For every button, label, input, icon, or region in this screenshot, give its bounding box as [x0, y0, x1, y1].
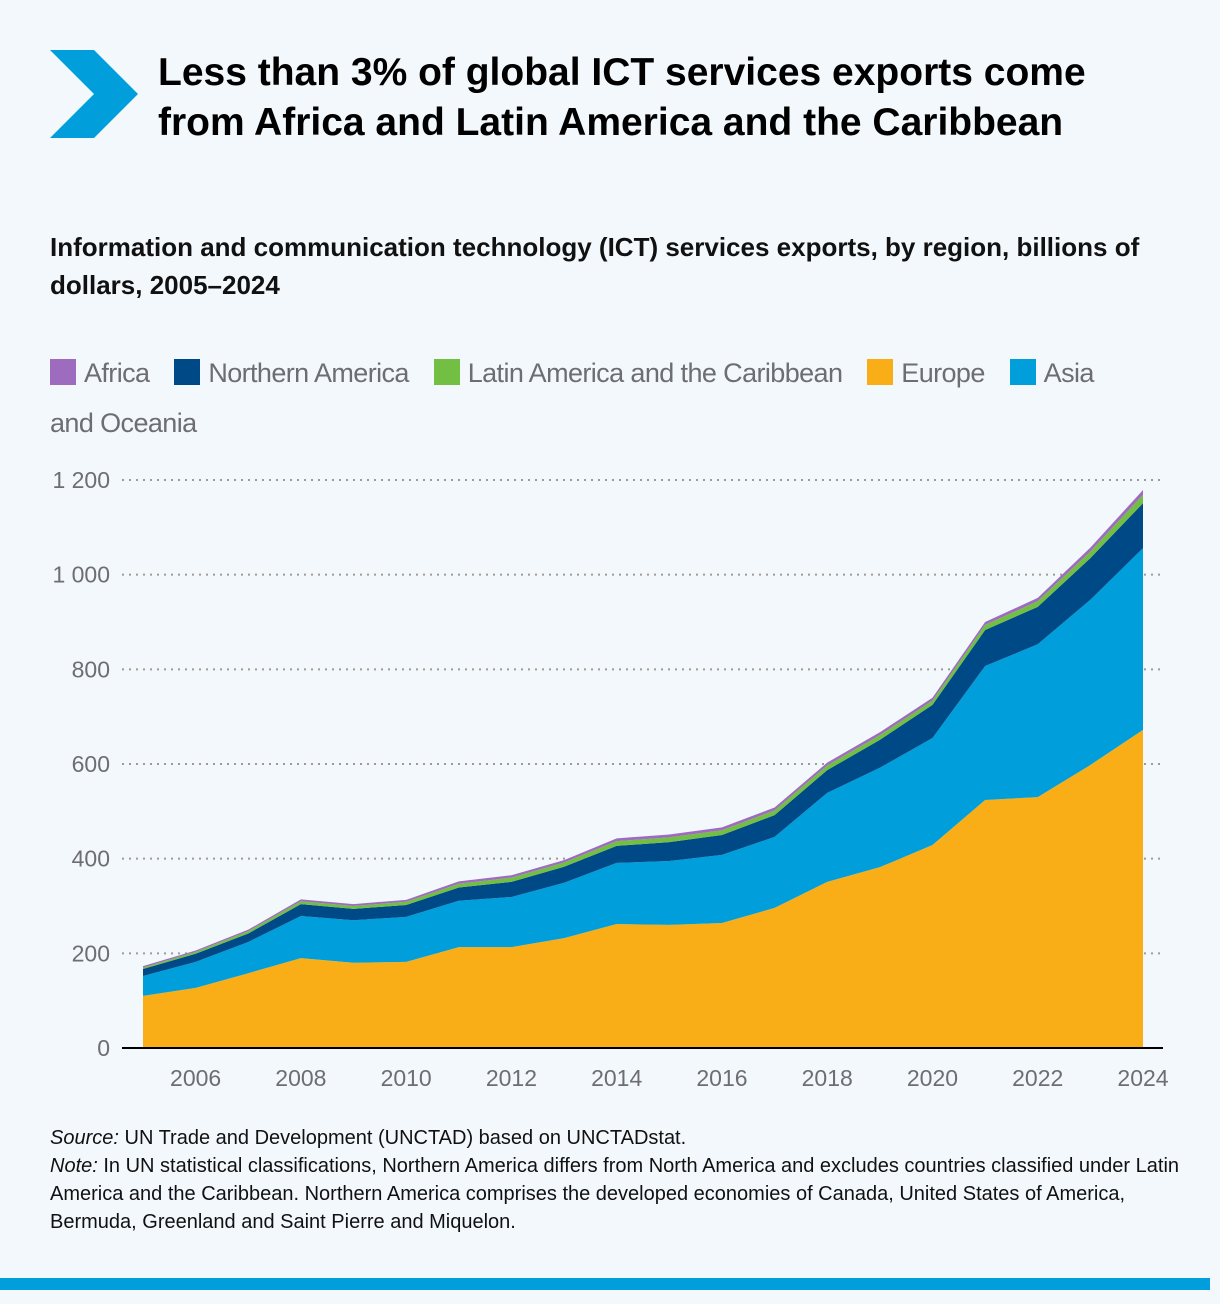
- x-tick-label: 2024: [1117, 1065, 1168, 1091]
- legend-item-northern-america: Northern America: [174, 358, 409, 388]
- x-tick-label: 2008: [275, 1065, 326, 1091]
- x-tick-label: 2010: [381, 1065, 432, 1091]
- y-tick-label: 800: [72, 656, 110, 682]
- legend-label: Latin America and the Caribbean: [467, 358, 843, 388]
- legend-label: Asia and Oceania: [50, 358, 1094, 438]
- note-text: In UN statistical classifications, North…: [50, 1155, 1180, 1233]
- chart-title: Less than 3% of global ICT services expo…: [158, 51, 1086, 144]
- chevron-right-icon: [50, 50, 138, 138]
- legend-swatch: [50, 359, 76, 385]
- legend-label: Northern America: [208, 358, 409, 388]
- legend-swatch: [867, 359, 894, 385]
- stacked-area-chart: 0 200 400 600 800 1 000 1 200 2006 2008 2010 2012 2…: [52, 467, 1168, 1091]
- bottom-bar: [0, 1278, 1210, 1290]
- y-tick-label: 1 000: [52, 562, 110, 588]
- legend-item-africa: Africa: [50, 358, 150, 388]
- legend: Africa Northern America Latin America an…: [50, 348, 1140, 448]
- legend-item-latin-america: Latin America and the Caribbean: [433, 358, 843, 388]
- legend-label: Africa: [84, 358, 150, 388]
- x-tick-label: 2016: [696, 1065, 747, 1091]
- y-tick-label: 200: [72, 940, 110, 966]
- legend-item-europe: Europe: [867, 358, 985, 388]
- x-tick-label: 2020: [907, 1065, 958, 1091]
- legend-swatch: [1009, 359, 1036, 385]
- chart-subtitle: Information and communication technology…: [50, 232, 1140, 300]
- legend-label: Europe: [901, 358, 985, 388]
- legend-item-asia-oceania: Asia and Oceania: [50, 358, 1094, 438]
- x-tick-label: 2022: [1012, 1065, 1063, 1091]
- note-label: Note:: [50, 1155, 98, 1177]
- x-tick-label: 2012: [486, 1065, 537, 1091]
- legend-swatch: [174, 359, 201, 385]
- footer: Source: UN Trade and Development (UNCTAD…: [50, 1124, 1180, 1236]
- area-asia-and-oceania: [143, 548, 1143, 996]
- y-tick-label: 1 200: [52, 467, 110, 493]
- source-text: UN Trade and Development (UNCTAD) based …: [118, 1127, 687, 1149]
- source-label: Source:: [50, 1127, 119, 1149]
- y-tick-label: 0: [97, 1035, 110, 1061]
- x-tick-label: 2014: [591, 1065, 642, 1091]
- y-tick-label: 600: [72, 751, 110, 777]
- x-tick-label: 2006: [170, 1065, 221, 1091]
- legend-swatch: [433, 359, 460, 385]
- y-tick-label: 400: [72, 846, 110, 872]
- area-europe: [143, 729, 1143, 1048]
- x-tick-label: 2018: [802, 1065, 853, 1091]
